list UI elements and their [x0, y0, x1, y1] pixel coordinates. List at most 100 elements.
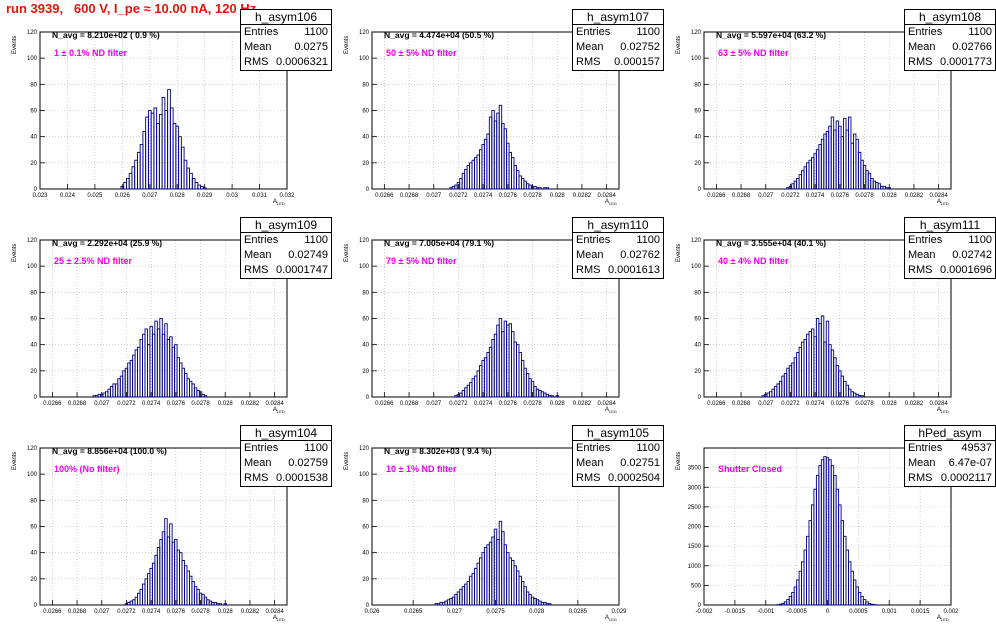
- stats-value-rms: 0.0002504: [608, 471, 660, 486]
- y-tick-label: 80: [362, 290, 369, 296]
- y-tick-label: 120: [691, 30, 702, 36]
- x-tick-label: 0.028: [550, 193, 566, 199]
- x-tick-label: 0.028: [529, 609, 545, 615]
- stats-title: h_asym111: [905, 218, 995, 233]
- x-axis-title-sub: LED: [941, 201, 949, 206]
- x-tick-label: 0.0278: [191, 401, 210, 407]
- stats-label: RMS: [576, 263, 600, 278]
- y-tick-label: 60: [30, 109, 37, 115]
- x-axis-title: ALED: [605, 199, 617, 206]
- hist-bin: [204, 396, 206, 397]
- stats-label: Entries: [244, 233, 278, 248]
- x-tick-label: 0.027: [758, 193, 774, 199]
- x-tick-label: 0.0275: [486, 609, 505, 615]
- stats-title: h_asym109: [241, 218, 331, 233]
- y-tick-label: 120: [27, 446, 38, 452]
- y-tick-label: 120: [27, 30, 38, 36]
- stats-label: Entries: [908, 233, 942, 248]
- x-tick-label: 0.0268: [732, 193, 751, 199]
- hist-bin: [551, 396, 553, 397]
- x-tick-label: 0.0268: [68, 609, 87, 615]
- x-tick-label: 0.0266: [707, 193, 726, 199]
- stats-title: h_asym108: [905, 10, 995, 25]
- x-tick-label: 0.027: [426, 401, 442, 407]
- stats-value-mean: 0.02752: [620, 40, 660, 55]
- x-axis-title-sub: LED: [277, 201, 285, 206]
- x-tick-label: 0.0266: [43, 401, 62, 407]
- y-axis-title: Events: [676, 452, 682, 470]
- navg-label: N_avg = 7.005e+04 (79.1 %): [384, 238, 494, 248]
- y-axis-title: Events: [344, 452, 350, 470]
- y-tick-label: 80: [30, 82, 37, 88]
- navg-label: N_avg = 5.597e+04 (63.2 %): [716, 30, 826, 40]
- x-tick-label: 0.0276: [831, 401, 850, 407]
- x-tick-label: 0.0282: [573, 401, 592, 407]
- stats-label: Mean: [908, 40, 936, 55]
- stats-label: Mean: [576, 248, 604, 263]
- stats-value-entries: 49537: [961, 441, 992, 456]
- x-axis-title-sub: LED: [609, 409, 617, 414]
- y-tick-label: 120: [691, 238, 702, 244]
- y-tick-label: 60: [30, 317, 37, 323]
- y-tick-label: 120: [359, 238, 370, 244]
- stats-value-rms: 0.0001696: [940, 263, 992, 278]
- y-axis-title: Events: [344, 244, 350, 262]
- x-tick-label: 0.0272: [117, 401, 136, 407]
- y-tick-label: 1500: [688, 544, 702, 550]
- stats-label: RMS: [908, 471, 932, 486]
- navg-label: N_avg = 8.210e+02 ( 0.9 %): [52, 30, 160, 40]
- y-tick-label: 0: [698, 395, 702, 401]
- x-tick-label: 0.026: [364, 609, 380, 615]
- stats-label: RMS: [908, 55, 932, 70]
- stats-value-rms: 0.0002117: [941, 471, 992, 486]
- stats-label: Entries: [244, 441, 278, 456]
- stats-value-entries: 1100: [636, 233, 660, 248]
- filter-label: 100% (No filter): [54, 464, 120, 474]
- hist-bin: [861, 396, 863, 397]
- stats-title: hPed_asym: [905, 426, 995, 441]
- x-tick-label: 0.0278: [523, 401, 542, 407]
- y-tick-label: 3500: [688, 466, 702, 472]
- y-tick-label: 20: [694, 369, 701, 375]
- x-tick-label: 0.028: [218, 609, 234, 615]
- y-axis-title: Events: [12, 36, 18, 54]
- x-tick-label: 0.0276: [167, 401, 186, 407]
- x-tick-label: 0: [826, 609, 830, 615]
- x-tick-label: 0.0274: [142, 401, 161, 407]
- stats-label: Mean: [576, 40, 604, 55]
- y-tick-label: 1000: [688, 564, 702, 570]
- y-tick-label: 0: [366, 187, 370, 193]
- x-axis-title: ALED: [273, 615, 285, 622]
- x-tick-label: 0.0265: [404, 609, 423, 615]
- y-tick-label: 60: [362, 109, 369, 115]
- stats-label: Entries: [244, 25, 278, 40]
- y-tick-label: 100: [27, 264, 38, 270]
- stats-title: h_asym106: [241, 10, 331, 25]
- navg-label: N_avg = 8.302e+03 ( 9.4 %): [384, 446, 492, 456]
- y-axis-title: Events: [676, 36, 682, 54]
- y-tick-label: 0: [34, 395, 38, 401]
- y-tick-label: 100: [27, 472, 38, 478]
- stats-row-mean: Mean 0.02752: [573, 40, 663, 55]
- filter-label: 25 ± 2.5% ND filter: [54, 256, 132, 266]
- y-tick-label: 100: [359, 56, 370, 62]
- y-tick-label: 120: [359, 446, 370, 452]
